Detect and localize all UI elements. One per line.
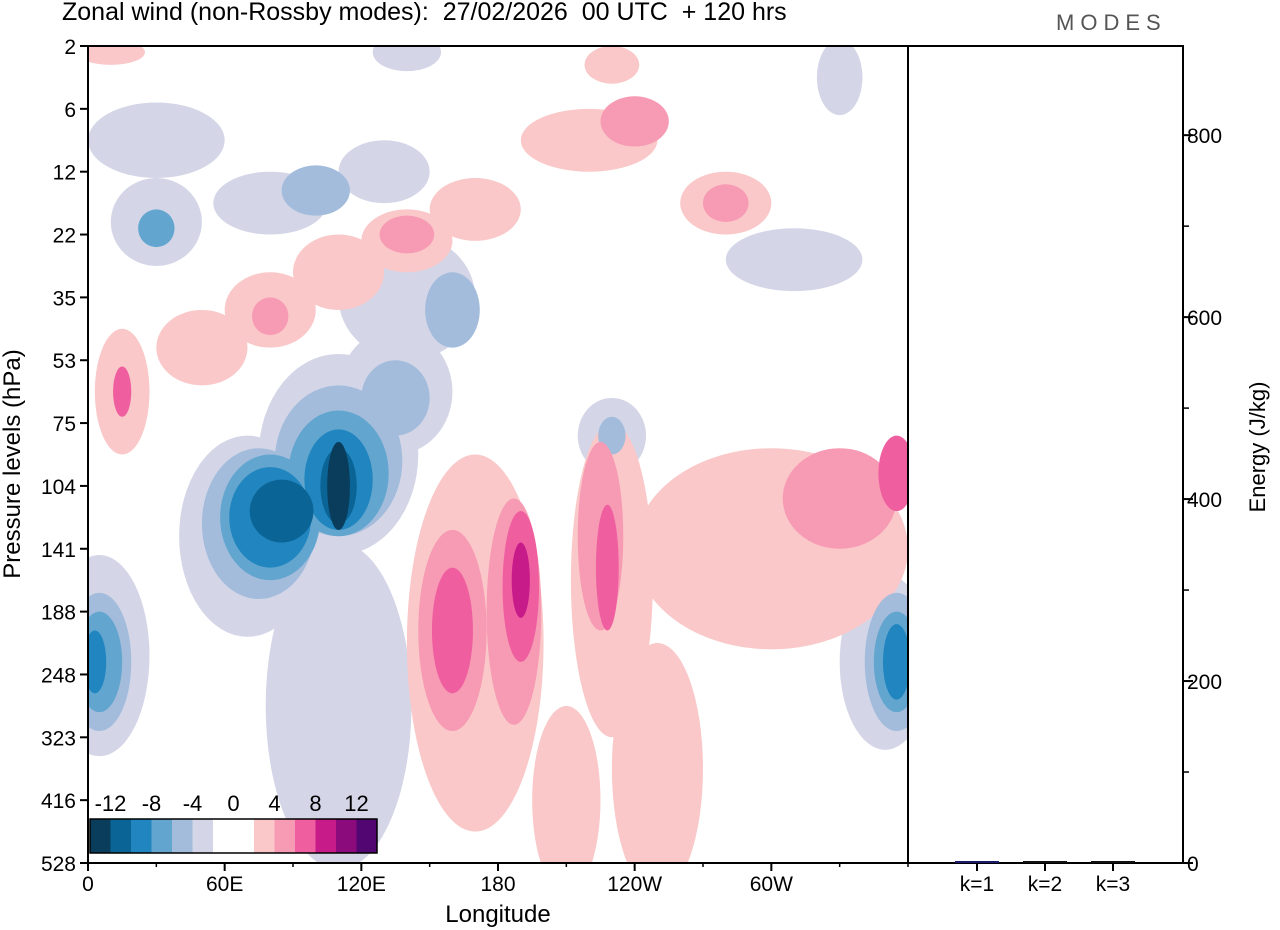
energy-axis-label: Energy (J/kg) [1245,382,1270,513]
y-tick-label: 248 [41,664,76,687]
colorbar-swatch [295,819,316,853]
y-tick-label: 53 [53,350,76,373]
colorbar-label: -4 [183,791,203,816]
y-tick-label: 416 [41,790,76,813]
x-tick-label: 120W [607,873,662,896]
colorbar-label: 12 [344,791,368,816]
bar-label: k=3 [1096,873,1130,896]
easterly-anomaly-blob [88,630,107,694]
colorbar-swatch [254,819,275,853]
y-tick-label: 6 [64,99,76,122]
westerly-anomaly-blob [113,366,132,417]
y-tick-label: 12 [53,162,76,185]
easterly-anomaly-blob [425,272,480,348]
y-tick-label: 528 [41,853,76,876]
colorbar-swatch [172,819,193,853]
westerly-anomaly-blob [156,309,248,386]
westerly-anomaly-blob [293,234,385,310]
westerly-anomaly-blob [511,542,530,618]
energy-tick-label: 400 [1187,489,1222,512]
colorbar-swatch [151,819,172,853]
colorbar-swatch [110,819,131,853]
colorbar-label: 8 [309,791,321,816]
wind-field [88,46,908,863]
easterly-anomaly-blob [338,140,430,204]
westerly-anomaly-blob [532,705,601,863]
energy-tick-label: 0 [1187,853,1199,876]
westerly-anomaly-blob [429,177,521,241]
colorbar-swatch [90,819,111,853]
chart-title: Zonal wind (non-Rossby modes): 27/02/202… [62,0,787,26]
y-tick-label: 188 [41,602,76,625]
x-axis-label: Longitude [445,901,550,928]
easterly-anomaly-blob [725,228,863,292]
colorbar-swatch [315,819,336,853]
easterly-anomaly-blob [281,165,350,216]
colorbar-label: 0 [227,791,239,816]
easterly-anomaly-blob [816,46,863,116]
westerly-anomaly-blob [703,184,749,222]
bar-label: k=2 [1028,873,1062,896]
y-tick-label: 104 [41,476,76,499]
westerly-anomaly-blob [611,643,703,863]
energy-bar-k=3 [1091,861,1135,863]
westerly-anomaly-blob [584,46,640,84]
y-tick-label: 2 [64,36,76,59]
easterly-anomaly-blob [88,102,225,178]
westerly-anomaly-blob [379,215,435,254]
x-tick-label: 60W [750,873,793,896]
energy-bar-k=2 [1023,861,1067,863]
colorbar-label: -12 [95,791,127,816]
easterly-anomaly-blob [372,46,442,72]
x-tick-label: 180 [480,873,515,896]
x-tick-label: 60E [206,873,243,896]
colorbar-label: 4 [268,791,280,816]
x-tick-label: 0 [82,873,94,896]
y-tick-label: 141 [41,539,76,562]
westerly-anomaly-blob [600,96,669,147]
y-tick-label: 323 [41,727,76,750]
easterly-anomaly-blob [327,441,350,530]
colorbar-swatch [356,819,377,853]
energy-tick-label: 600 [1187,307,1222,330]
easterly-anomaly-blob [882,624,908,700]
westerly-anomaly-blob [431,567,473,694]
westerly-anomaly-blob [252,297,289,336]
colorbar-swatch [274,819,295,853]
easterly-anomaly-blob [265,542,412,863]
bar-label: k=1 [960,873,994,896]
colorbar-swatch [192,819,213,853]
modes-logo: MODES [1056,10,1167,35]
easterly-anomaly-blob [138,209,175,248]
energy-tick-label: 800 [1187,125,1222,148]
y-tick-label: 75 [53,413,76,436]
energy-tick-label: 200 [1187,671,1222,694]
colorbar-frame [89,818,378,854]
colorbar-swatch [336,819,357,853]
colorbar-swatch [213,819,254,853]
y-tick-label: 35 [53,287,76,310]
colorbar: -12 -8 -4 0 4 8 12 [89,791,378,854]
colorbar-swatch [131,819,152,853]
x-tick-label: 120E [337,873,386,896]
westerly-anomaly-blob [88,46,145,65]
easterly-anomaly-blob [361,360,430,436]
colorbar-label: -8 [142,791,162,816]
energy-bar-k=1 [955,861,999,863]
westerly-anomaly-blob [595,504,619,631]
westerly-anomaly-blob [782,448,897,549]
y-tick-label: 22 [53,225,76,248]
energy-bars: 0 200 400 600 800 k=1 k=2 k=3 [955,125,1222,896]
energy-plot-frame [907,45,1184,864]
easterly-anomaly-blob [249,479,314,543]
y-axis-label: Pressure levels (hPa) [0,349,26,578]
westerly-anomaly-blob [878,435,908,512]
